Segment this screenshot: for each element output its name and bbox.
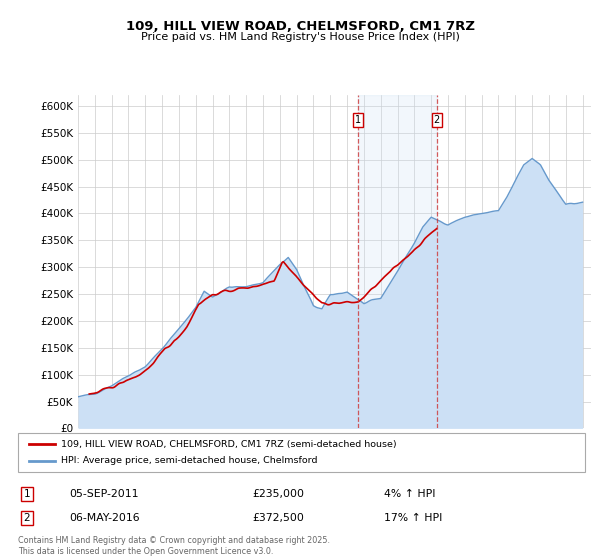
Text: Contains HM Land Registry data © Crown copyright and database right 2025.
This d: Contains HM Land Registry data © Crown c… [18, 536, 330, 556]
Text: 06-MAY-2016: 06-MAY-2016 [69, 513, 140, 523]
Text: Price paid vs. HM Land Registry's House Price Index (HPI): Price paid vs. HM Land Registry's House … [140, 32, 460, 43]
Text: 17% ↑ HPI: 17% ↑ HPI [384, 513, 442, 523]
Text: 2: 2 [434, 115, 440, 125]
Text: HPI: Average price, semi-detached house, Chelmsford: HPI: Average price, semi-detached house,… [61, 456, 317, 465]
Text: 1: 1 [355, 115, 361, 125]
FancyBboxPatch shape [18, 433, 585, 472]
Text: 05-SEP-2011: 05-SEP-2011 [69, 489, 139, 499]
Text: £372,500: £372,500 [252, 513, 304, 523]
Text: 109, HILL VIEW ROAD, CHELMSFORD, CM1 7RZ: 109, HILL VIEW ROAD, CHELMSFORD, CM1 7RZ [125, 20, 475, 32]
Text: 2: 2 [23, 513, 31, 523]
Text: 109, HILL VIEW ROAD, CHELMSFORD, CM1 7RZ (semi-detached house): 109, HILL VIEW ROAD, CHELMSFORD, CM1 7RZ… [61, 440, 396, 449]
Text: 1: 1 [23, 489, 31, 499]
Bar [358, 95, 437, 428]
Text: £235,000: £235,000 [252, 489, 304, 499]
Text: 4% ↑ HPI: 4% ↑ HPI [384, 489, 436, 499]
